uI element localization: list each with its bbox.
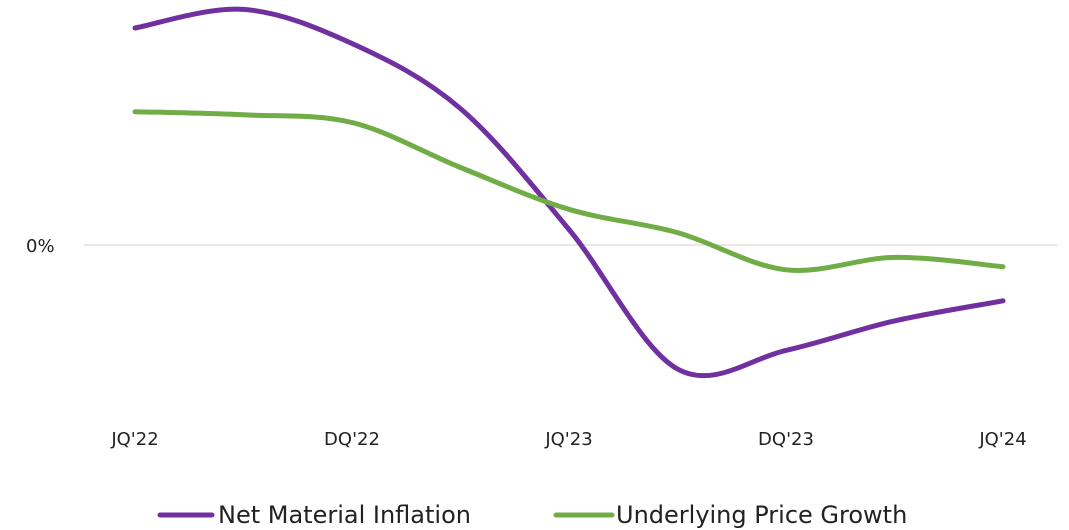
x-tick-label: JQ'24 <box>978 429 1026 450</box>
y-tick-label-zero: 0% <box>26 236 55 257</box>
series-line-2 <box>132 109 1006 273</box>
x-tick-label: DQ'22 <box>324 429 380 450</box>
legend-label-2: Underlying Price Growth <box>616 501 907 529</box>
series-line-1 <box>132 6 1006 379</box>
x-tick-label: DQ'23 <box>758 429 814 450</box>
x-tick-label: JQ'22 <box>110 429 158 450</box>
legend: Net Material Inflation Underlying Price G… <box>157 501 907 529</box>
legend-label-1: Net Material Inflation <box>218 501 471 529</box>
x-tick-label: JQ'23 <box>544 429 592 450</box>
series-lines <box>132 6 1006 379</box>
x-tick-labels: JQ'22 DQ'22 JQ'23 DQ'23 JQ'24 <box>110 429 1026 450</box>
